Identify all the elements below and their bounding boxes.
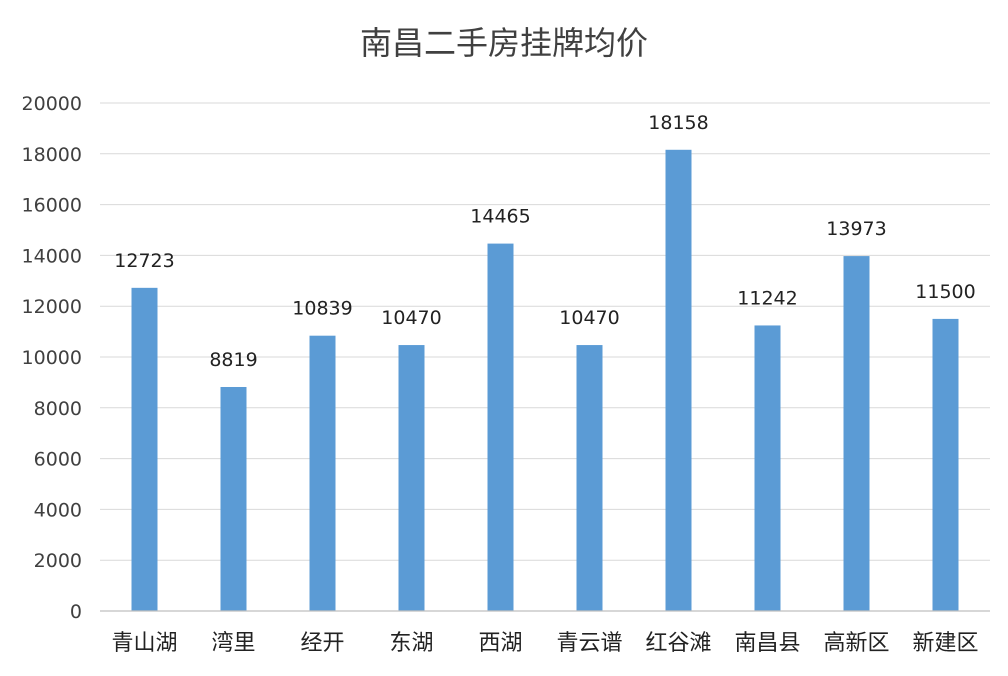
data-labels: 12723 8819 10839 10470 14465 10470 18158 11242 1… bbox=[114, 112, 975, 371]
data-label: 18158 bbox=[648, 112, 708, 134]
x-tick-label: 东湖 bbox=[389, 631, 433, 656]
bar bbox=[932, 318, 959, 611]
chart-title: 南昌二手房挂牌均价 bbox=[360, 24, 648, 62]
x-tick-label: 新建区 bbox=[912, 631, 978, 656]
y-axis-ticks: 0 2000 4000 6000 8000 10000 12000 14000 16000 180… bbox=[22, 93, 82, 623]
y-tick-label: 0 bbox=[70, 601, 82, 623]
data-label: 8819 bbox=[209, 349, 257, 371]
bars bbox=[131, 149, 959, 612]
x-tick-label: 南昌县 bbox=[734, 631, 800, 656]
x-axis-categories: 青山湖 湾里 经开 东湖 西湖 青云谱 红谷滩 南昌县 高新区 新建区 bbox=[111, 631, 978, 656]
bar bbox=[754, 325, 781, 611]
data-label: 10839 bbox=[292, 298, 352, 320]
data-label: 11242 bbox=[737, 287, 797, 309]
bar bbox=[309, 335, 336, 611]
x-tick-label: 青云谱 bbox=[556, 631, 622, 656]
bar bbox=[220, 386, 247, 611]
bar bbox=[398, 345, 425, 611]
y-tick-label: 16000 bbox=[22, 195, 82, 217]
x-tick-label: 红谷滩 bbox=[645, 631, 711, 656]
data-label: 14465 bbox=[470, 206, 530, 228]
data-label: 10470 bbox=[381, 307, 441, 329]
bar bbox=[487, 243, 514, 612]
y-tick-label: 4000 bbox=[34, 499, 82, 521]
y-tick-label: 12000 bbox=[22, 296, 82, 318]
data-label: 13973 bbox=[826, 218, 886, 240]
bar bbox=[665, 149, 692, 611]
y-tick-label: 18000 bbox=[22, 144, 82, 166]
bar bbox=[843, 256, 870, 611]
y-tick-label: 20000 bbox=[22, 93, 82, 115]
x-tick-label: 西湖 bbox=[478, 631, 522, 656]
y-tick-label: 6000 bbox=[34, 449, 82, 471]
y-tick-label: 10000 bbox=[22, 347, 82, 369]
data-label: 11500 bbox=[915, 281, 975, 303]
x-tick-label: 经开 bbox=[300, 631, 344, 656]
data-label: 10470 bbox=[559, 307, 619, 329]
bar bbox=[576, 345, 603, 611]
gridlines bbox=[100, 102, 990, 561]
y-tick-label: 2000 bbox=[34, 550, 82, 572]
y-tick-label: 14000 bbox=[22, 245, 82, 267]
x-tick-label: 青山湖 bbox=[111, 631, 177, 656]
bar bbox=[131, 287, 158, 611]
x-tick-label: 高新区 bbox=[823, 631, 889, 656]
data-label: 12723 bbox=[114, 250, 174, 272]
y-tick-label: 8000 bbox=[34, 398, 82, 420]
x-tick-label: 湾里 bbox=[211, 631, 255, 656]
